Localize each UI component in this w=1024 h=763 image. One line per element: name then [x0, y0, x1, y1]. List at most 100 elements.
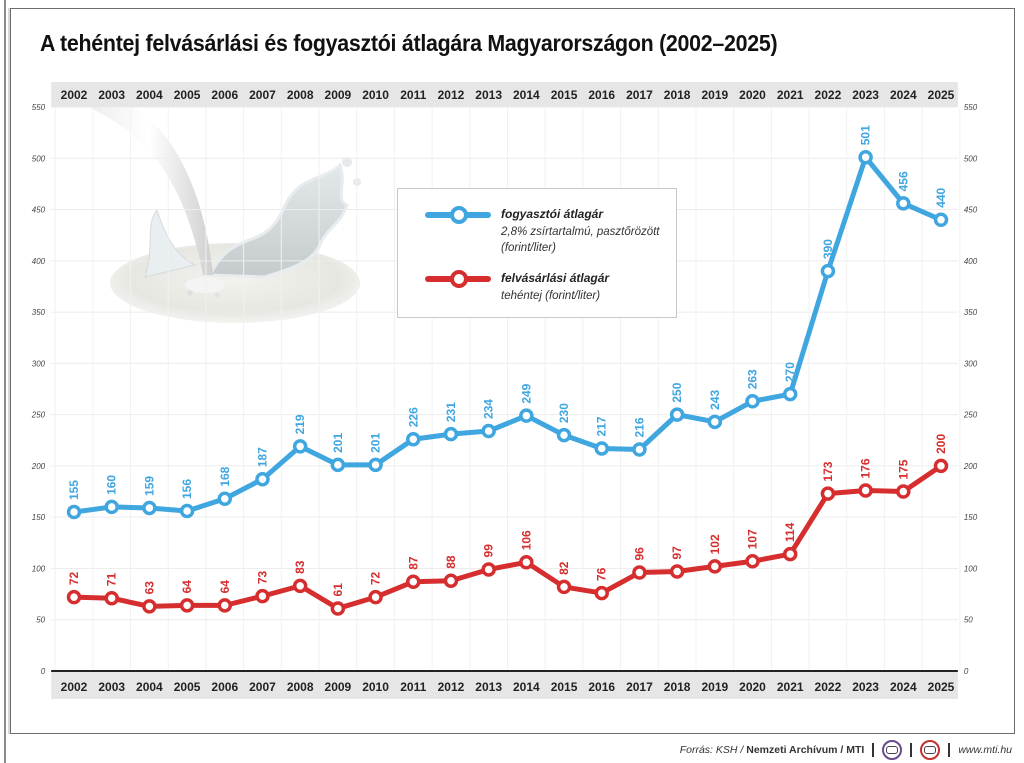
x-tick-label-bottom: 2012 [438, 680, 465, 694]
data-point-consumer [745, 394, 760, 409]
data-point-purchase [217, 598, 233, 613]
x-tick-label-bottom: 2006 [211, 680, 238, 694]
data-label-consumer: 187 [255, 447, 269, 467]
y-tick-label-left: 400 [32, 257, 46, 266]
data-point-consumer [104, 499, 119, 515]
y-axis-ticks: 0 0 50 50 100 100 150 150 200 200 250 250 300 300 350 3… [31, 103, 978, 676]
data-label-consumer: 159 [142, 476, 156, 496]
y-tick-label-left: 100 [32, 564, 46, 573]
data-point-consumer [330, 457, 346, 473]
data-point-purchase [782, 546, 798, 562]
data-point-consumer [556, 427, 572, 443]
x-tick-label-bottom: 2017 [626, 680, 653, 694]
data-label-consumer: 234 [482, 399, 496, 419]
y-tick-label-right: 400 [964, 257, 978, 266]
x-tick-label-top: 2005 [174, 88, 201, 102]
data-label-consumer: 201 [331, 433, 345, 453]
mti-logo-icon [920, 740, 941, 760]
x-tick-label-top: 2008 [287, 88, 314, 102]
data-point-purchase [933, 458, 949, 474]
data-label-consumer: 168 [218, 466, 232, 486]
data-label-purchase: 82 [557, 561, 571, 575]
x-tick-label-bottom: 2023 [852, 680, 879, 694]
y-tick-label-left: 350 [32, 308, 46, 317]
x-tick-label-top: 2022 [815, 88, 842, 102]
data-point-purchase [519, 555, 534, 570]
legend-name-purchase: felvásárlási átlagár [501, 271, 610, 285]
data-label-purchase: 61 [331, 583, 345, 597]
x-tick-label-bottom: 2019 [701, 680, 728, 694]
data-label-purchase: 63 [142, 581, 156, 595]
y-tick-label-left: 300 [32, 359, 46, 368]
data-label-consumer: 249 [519, 383, 533, 403]
data-point-purchase [179, 598, 195, 613]
legend-desc-consumer: 2,8% zsírtartalmú, pasztőrözött (forint/… [501, 226, 660, 254]
data-point-consumer [406, 431, 421, 447]
y-tick-label-right: 200 [963, 462, 978, 471]
legend-desc-purchase: tehéntej (forint/liter) [501, 290, 601, 302]
data-point-purchase [858, 483, 873, 498]
data-point-purchase [820, 486, 836, 501]
data-label-consumer: 440 [934, 187, 948, 207]
data-point-consumer [66, 504, 82, 520]
data-point-purchase [406, 574, 421, 590]
data-label-consumer: 263 [746, 369, 760, 389]
data-point-consumer [594, 441, 609, 456]
x-tick-label-top: 2004 [136, 88, 163, 102]
x-tick-label-bottom: 2025 [928, 680, 955, 694]
x-tick-label-top: 2018 [664, 88, 691, 102]
data-point-consumer [481, 423, 496, 439]
x-tick-label-bottom: 2022 [815, 680, 842, 694]
x-axis-band-top [51, 82, 958, 107]
y-tick-label-right: 350 [964, 308, 978, 317]
series-lines [66, 149, 949, 616]
data-label-consumer: 216 [632, 417, 646, 437]
data-point-purchase [745, 554, 760, 569]
data-label-purchase: 72 [369, 571, 383, 585]
legend: fogyasztói átlagár 2,8% zsírtartalmú, pa… [397, 188, 677, 318]
x-tick-label-top: 2002 [61, 88, 88, 102]
x-tick-label-bottom: 2024 [890, 680, 917, 694]
website-link[interactable]: www.mti.hu [958, 744, 1012, 756]
data-label-consumer: 156 [180, 479, 194, 499]
x-tick-label-bottom: 2011 [400, 680, 426, 694]
x-tick-label-bottom: 2010 [362, 680, 389, 694]
data-label-consumer: 230 [557, 403, 571, 423]
data-label-purchase: 173 [821, 461, 835, 481]
x-tick-label-bottom: 2013 [475, 680, 502, 694]
data-point-purchase [255, 588, 270, 604]
data-point-consumer [896, 196, 911, 211]
data-point-purchase [632, 565, 647, 580]
data-point-consumer [707, 414, 723, 430]
y-tick-label-right: 450 [964, 206, 978, 215]
data-point-purchase [707, 559, 723, 574]
x-tick-label-top: 2010 [362, 88, 389, 102]
data-label-purchase: 99 [482, 544, 496, 558]
x-tick-label-top: 2011 [400, 88, 426, 102]
data-point-consumer [669, 407, 685, 422]
y-tick-label-right: 550 [964, 103, 978, 112]
data-label-purchase: 114 [783, 522, 797, 542]
mtva-logo-icon [882, 740, 903, 760]
data-point-purchase [481, 562, 496, 577]
data-label-consumer: 243 [708, 389, 722, 409]
y-tick-label-right: 250 [963, 411, 978, 420]
data-point-purchase [292, 578, 308, 594]
x-tick-label-bottom: 2014 [513, 680, 540, 694]
y-tick-label-left: 150 [32, 513, 46, 522]
x-tick-label-bottom: 2016 [588, 680, 615, 694]
data-point-consumer [519, 408, 534, 423]
data-point-purchase [669, 564, 685, 579]
data-label-consumer: 201 [369, 433, 383, 453]
data-label-purchase: 76 [595, 567, 609, 581]
y-tick-label-left: 50 [36, 616, 45, 625]
legend-marker-purchase-icon [450, 270, 468, 288]
y-tick-label-right: 150 [964, 513, 978, 522]
data-label-purchase: 72 [67, 571, 81, 585]
x-tick-label-top: 2023 [852, 88, 879, 102]
data-label-consumer: 250 [670, 382, 684, 402]
data-point-consumer [632, 442, 647, 457]
x-axis-band-bottom [51, 671, 958, 699]
data-point-purchase [368, 589, 383, 605]
footer-separator [910, 743, 913, 757]
